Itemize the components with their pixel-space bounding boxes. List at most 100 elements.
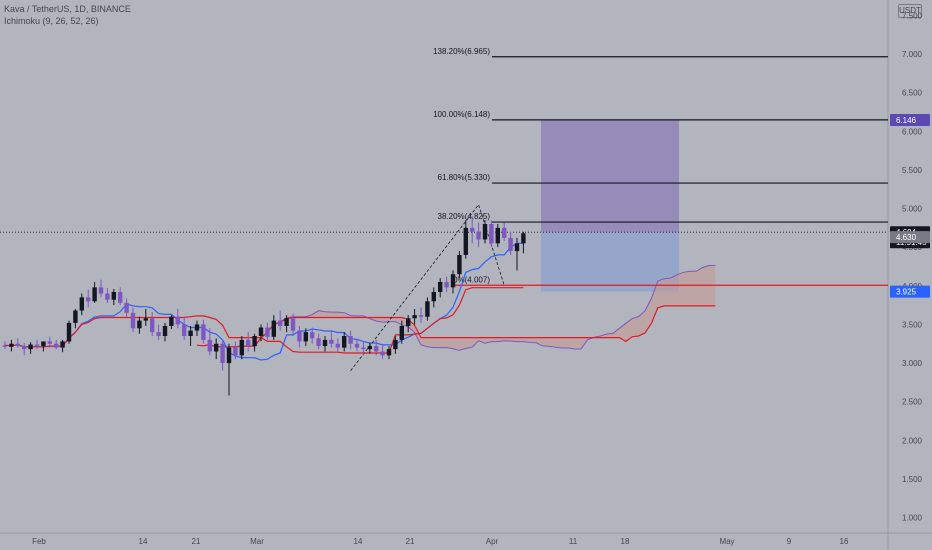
stop-zone[interactable]	[541, 232, 679, 292]
candle-body[interactable]	[438, 281, 443, 292]
candle-body[interactable]	[54, 343, 59, 348]
candle-body[interactable]	[374, 346, 379, 352]
candle-body[interactable]	[514, 243, 520, 252]
candle-body[interactable]	[22, 346, 27, 350]
time-tick-label: 9	[787, 537, 792, 546]
candle-body[interactable]	[150, 318, 155, 333]
target-zone[interactable]	[541, 120, 679, 233]
candle-body[interactable]	[105, 293, 110, 300]
candle-body[interactable]	[361, 347, 366, 350]
candle-body[interactable]	[214, 343, 219, 352]
candle-body[interactable]	[457, 254, 462, 275]
candle-body[interactable]	[175, 316, 180, 325]
candle-body[interactable]	[412, 315, 417, 319]
candle-body[interactable]	[431, 291, 436, 302]
candle-body[interactable]	[265, 327, 270, 337]
candle-body[interactable]	[502, 227, 507, 238]
candle-body[interactable]	[226, 347, 232, 364]
candle-body[interactable]	[290, 318, 296, 331]
price-tag-target	[890, 114, 930, 127]
candle-body[interactable]	[476, 231, 481, 240]
candle-body[interactable]	[335, 343, 340, 348]
candle-body[interactable]	[354, 343, 360, 348]
candle-body[interactable]	[66, 322, 72, 342]
price-tick-label: 7.000	[902, 50, 923, 59]
candle-body[interactable]	[406, 318, 411, 326]
candle-body[interactable]	[124, 302, 129, 313]
candle-body[interactable]	[73, 310, 78, 323]
candle-body[interactable]	[367, 346, 372, 350]
candle-body[interactable]	[34, 344, 40, 347]
price-tag-grey	[890, 231, 930, 244]
candle-body[interactable]	[162, 325, 168, 337]
candle-body[interactable]	[444, 281, 449, 288]
fib-level-label: 38.20%(4.825)	[438, 212, 491, 221]
candle-body[interactable]	[297, 330, 302, 342]
candle-body[interactable]	[418, 315, 424, 317]
fib-trend-line[interactable]	[350, 203, 505, 372]
candle-body[interactable]	[28, 344, 33, 350]
candle-body[interactable]	[521, 233, 526, 244]
candle-body[interactable]	[482, 224, 488, 240]
fib-level-label: 138.20%(6.965)	[433, 47, 490, 56]
candle-body[interactable]	[182, 324, 187, 337]
candle-body[interactable]	[463, 227, 468, 255]
candle-body[interactable]	[495, 227, 500, 244]
candle-body[interactable]	[41, 341, 46, 347]
candle-body[interactable]	[303, 332, 308, 342]
candle-body[interactable]	[201, 324, 206, 340]
candle-body[interactable]	[278, 320, 283, 326]
candle-body[interactable]	[188, 330, 193, 337]
candle-body[interactable]	[111, 291, 116, 300]
candle-body[interactable]	[137, 320, 142, 329]
candle-body[interactable]	[316, 338, 321, 347]
candle-body[interactable]	[239, 339, 244, 356]
candle-body[interactable]	[380, 351, 385, 356]
candle-body[interactable]	[246, 339, 251, 347]
candle-body[interactable]	[489, 224, 494, 244]
candle-body[interactable]	[450, 274, 456, 288]
candle-body[interactable]	[348, 336, 353, 344]
candle-body[interactable]	[342, 336, 347, 348]
candle-body[interactable]	[9, 343, 14, 347]
candle-body[interactable]	[92, 287, 97, 302]
candle-body[interactable]	[470, 227, 475, 232]
candle-body[interactable]	[252, 336, 257, 347]
candle-body[interactable]	[79, 297, 84, 311]
candle-body[interactable]	[233, 347, 238, 356]
fib-level-label: 61.80%(5.330)	[438, 173, 491, 182]
candle-body[interactable]	[329, 339, 334, 344]
candle-body[interactable]	[508, 237, 513, 252]
candle-body[interactable]	[156, 332, 161, 337]
candle-body[interactable]	[399, 325, 404, 340]
time-tick-label: Feb	[32, 537, 46, 546]
candle-body[interactable]	[271, 320, 276, 337]
candle-body[interactable]	[60, 341, 65, 348]
candle-body[interactable]	[194, 324, 200, 331]
currency-selector[interactable]: USDT	[898, 4, 922, 18]
candle-body[interactable]	[393, 339, 398, 350]
candle-body[interactable]	[322, 339, 328, 347]
indicator-legend[interactable]: Ichimoku (9, 26, 52, 26)	[4, 16, 99, 26]
candle-body[interactable]	[130, 312, 136, 329]
candle-body[interactable]	[15, 343, 20, 347]
candle-body[interactable]	[98, 287, 104, 294]
candle-body[interactable]	[310, 332, 315, 339]
time-tick-label: 14	[139, 537, 148, 546]
candle-body[interactable]	[284, 318, 289, 326]
candle-body[interactable]	[258, 327, 264, 337]
candle-body[interactable]	[220, 343, 225, 364]
candle-body[interactable]	[2, 345, 8, 347]
price-tick-label: 3.000	[902, 359, 923, 368]
candle-body[interactable]	[143, 318, 148, 321]
candle-body[interactable]	[207, 339, 212, 352]
time-tick-label: 21	[192, 537, 201, 546]
candle-body[interactable]	[86, 297, 91, 302]
candle-body[interactable]	[425, 301, 430, 317]
candle-body[interactable]	[169, 316, 174, 326]
candle-body[interactable]	[386, 349, 392, 356]
candle-body[interactable]	[118, 291, 123, 303]
candle-body[interactable]	[47, 341, 52, 344]
